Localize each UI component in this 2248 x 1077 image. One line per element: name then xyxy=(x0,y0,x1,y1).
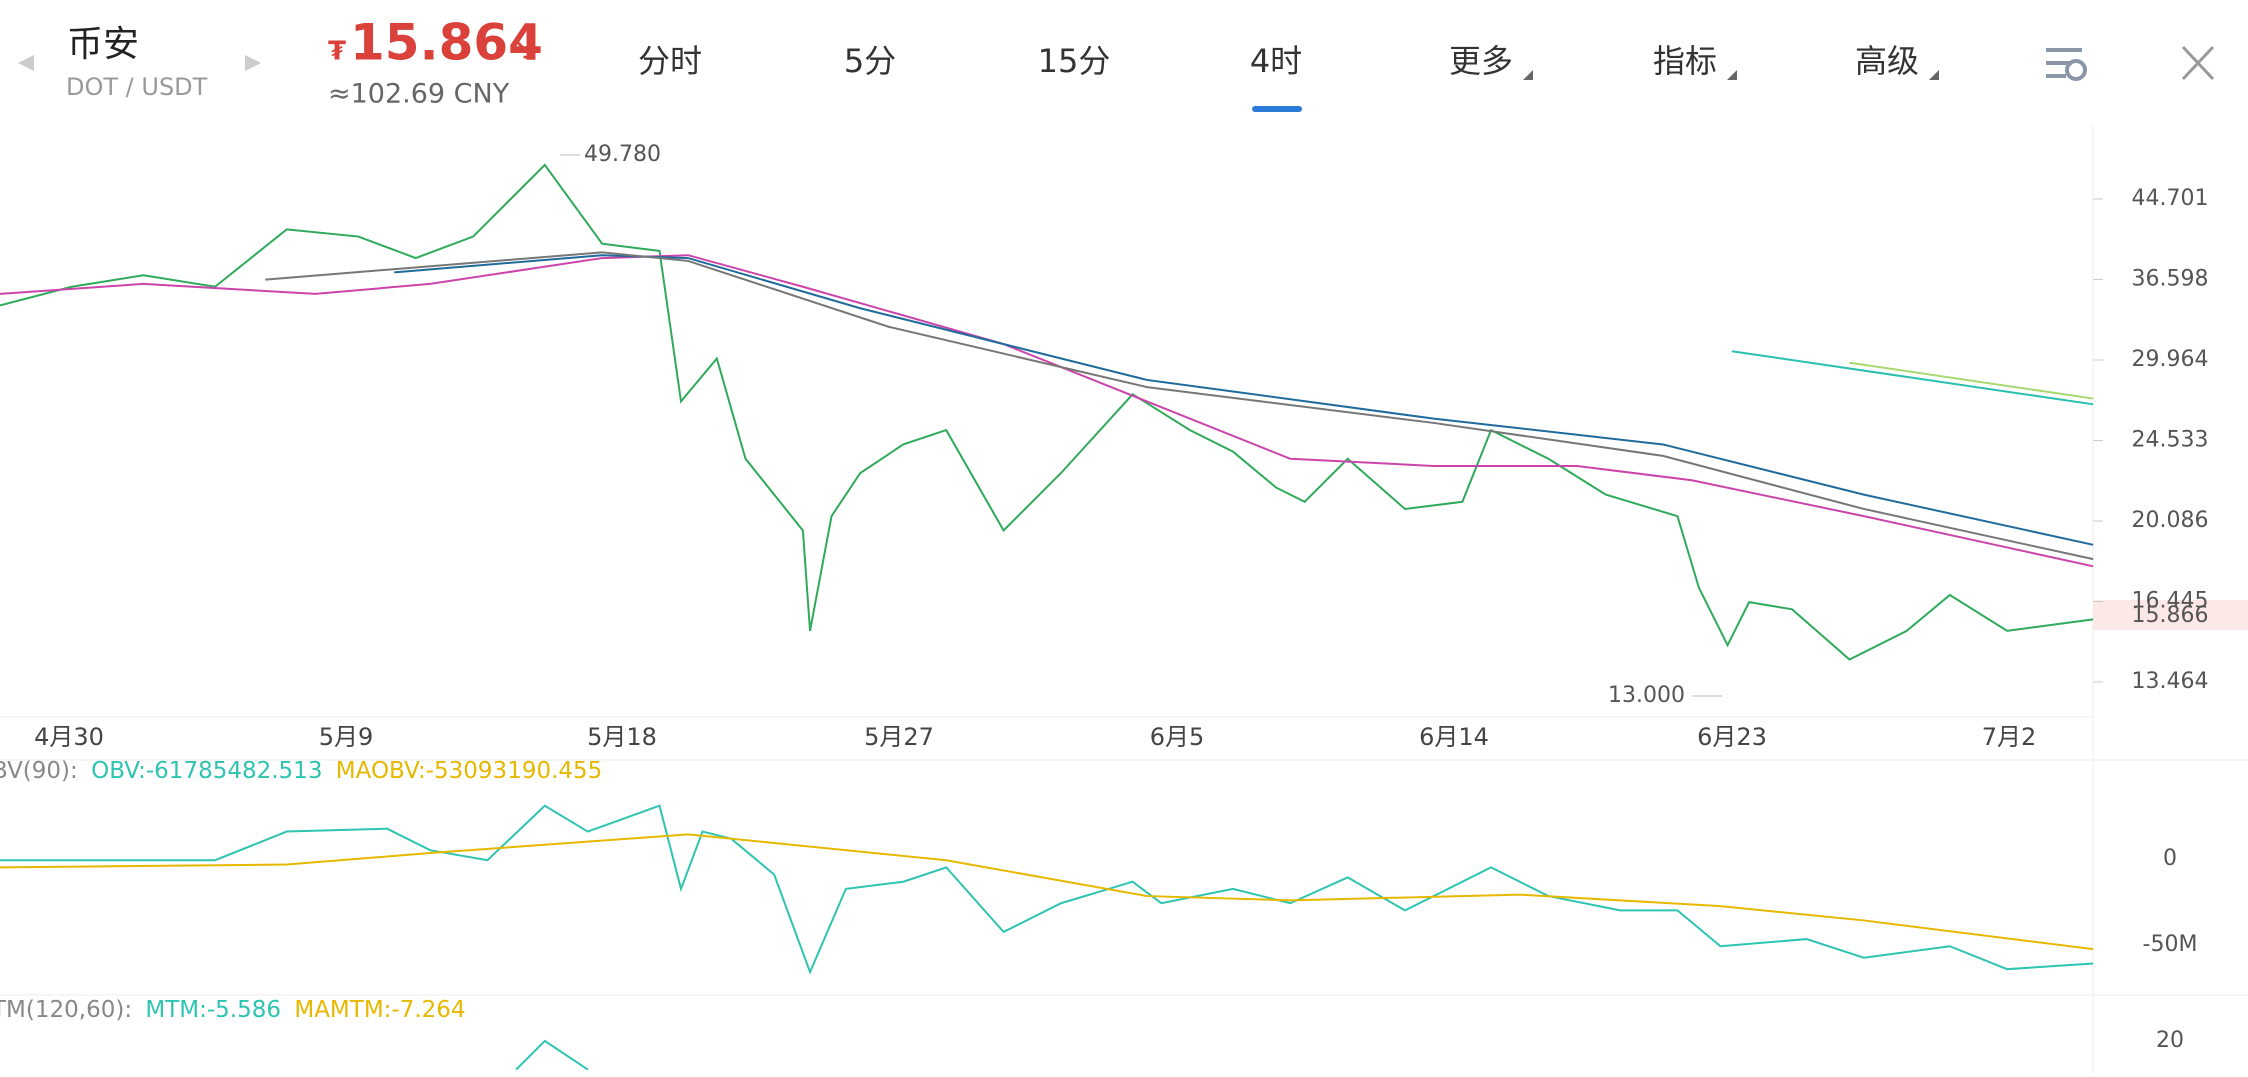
mamtm-value: MAMTM:-7.264 xyxy=(294,997,465,1023)
cny-price: ≈102.69 CNY xyxy=(328,79,510,110)
ma-line xyxy=(1732,351,2093,404)
prev-arrow[interactable] xyxy=(18,55,34,71)
ma-line xyxy=(0,255,2093,566)
y-tick-label: 36.598 xyxy=(2132,267,2209,292)
tab[interactable]: 分时 xyxy=(638,42,702,80)
exchange: 币安 xyxy=(67,24,139,65)
current-price: 15.866 xyxy=(2132,603,2209,628)
date-label: 5月27 xyxy=(864,723,934,751)
settings-icon[interactable] xyxy=(2046,48,2087,81)
dropdown-caret xyxy=(1727,70,1737,80)
tab[interactable]: 4时 xyxy=(1250,42,1302,80)
next-arrow[interactable] xyxy=(245,55,261,71)
mtm-tick: 20 xyxy=(2156,1028,2184,1053)
obv-legend: BV(90): OBV:-61785482.513 MAOBV:-5309319… xyxy=(0,758,602,784)
mtm-line xyxy=(516,1041,588,1070)
obv-tick: -50M xyxy=(2143,932,2198,957)
mtm-legend: TM(120,60): MTM:-5.586 MAMTM:-7.264 xyxy=(0,997,466,1023)
tab-underline xyxy=(1252,106,1302,112)
date-label: 5月18 xyxy=(587,723,657,751)
tab[interactable]: 高级 xyxy=(1855,42,1919,80)
dropdown-caret xyxy=(1523,70,1533,80)
mtm-value: MTM:-5.586 xyxy=(145,997,281,1023)
obv-tick: 0 xyxy=(2163,846,2177,871)
date-label: 7月2 xyxy=(1982,723,2037,751)
tab[interactable]: 15分 xyxy=(1038,42,1111,80)
y-tick-label: 13.464 xyxy=(2132,669,2209,694)
y-tick-label: 29.964 xyxy=(2132,347,2209,372)
ma-line xyxy=(1849,363,2093,399)
obv-line xyxy=(0,806,2093,972)
curves xyxy=(0,165,2093,1070)
date-label: 6月14 xyxy=(1419,723,1489,751)
y-tick-label: 16.445 xyxy=(2132,588,2209,613)
tabs: 分时 5分 15分 4时 更多 指标 高级 xyxy=(638,42,1939,80)
mtm-name: TM(120,60): xyxy=(0,997,132,1023)
date-label: 5月9 xyxy=(319,723,374,751)
obv-name: BV(90): xyxy=(0,758,78,784)
date-label: 4月30 xyxy=(34,723,104,751)
tab[interactable]: 指标 xyxy=(1653,42,1717,80)
price: 15.864 xyxy=(350,14,543,72)
y-tick-label: 44.701 xyxy=(2132,186,2209,211)
current-price-band xyxy=(2093,600,2248,630)
y-tick-label: 20.086 xyxy=(2132,508,2209,533)
pair: DOT / USDT xyxy=(66,73,208,101)
maobv-value: MAOBV:-53093190.455 xyxy=(336,758,603,784)
dropdown-caret xyxy=(1929,70,1939,80)
price-line xyxy=(0,165,2093,660)
maobv-line xyxy=(0,834,2093,949)
high-label: 49.780 xyxy=(584,142,661,167)
price-symbol: ₮ xyxy=(328,37,346,67)
obv-value: OBV:-61785482.513 xyxy=(91,758,322,784)
date-label: 6月5 xyxy=(1150,723,1205,751)
date-label: 6月23 xyxy=(1697,723,1767,751)
price-arrow: ↘ xyxy=(510,29,539,69)
low-label: 13.000 xyxy=(1608,683,1685,708)
tab[interactable]: 5分 xyxy=(844,42,896,80)
close-icon[interactable] xyxy=(2181,45,2215,81)
ma-line xyxy=(265,252,2093,559)
tab[interactable]: 更多 xyxy=(1449,42,1513,80)
y-tick-label: 24.533 xyxy=(2132,427,2209,452)
